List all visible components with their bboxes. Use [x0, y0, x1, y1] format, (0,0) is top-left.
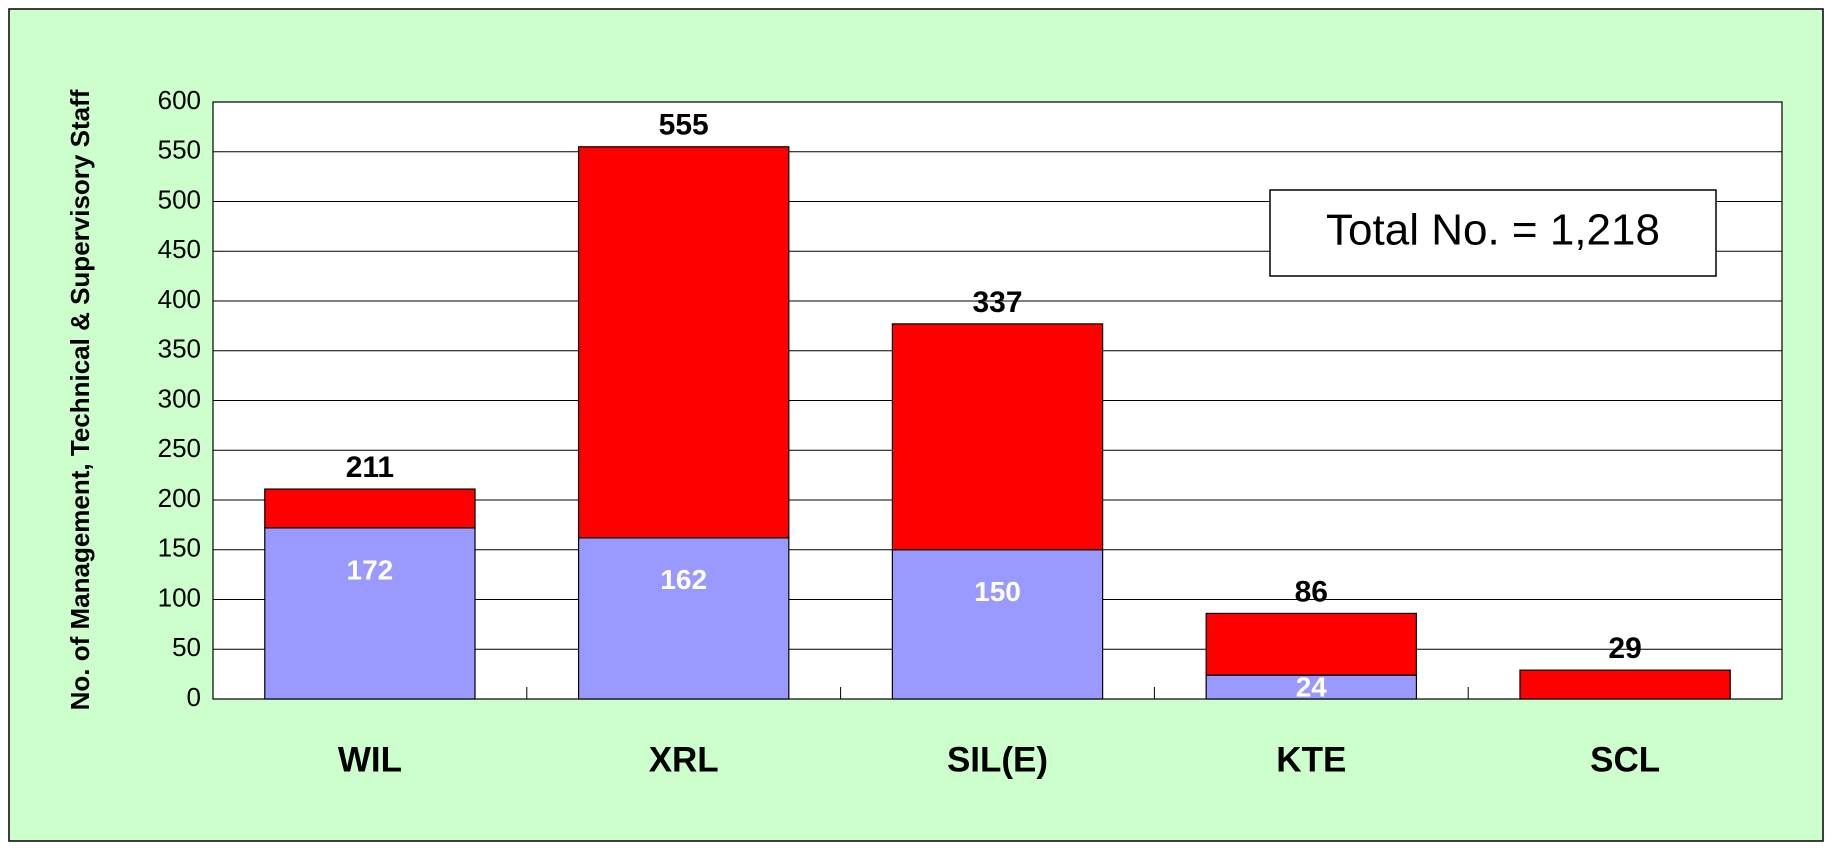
y-tick-label: 200 [158, 483, 201, 513]
segment-label: 172 [347, 554, 394, 585]
total-label: 211 [346, 451, 394, 484]
bar-segment [577, 146, 790, 539]
x-tick-label: KTE [1276, 740, 1346, 779]
y-tick-label: 150 [158, 533, 201, 563]
y-tick-label: 450 [158, 234, 201, 264]
y-tick-label: 300 [158, 383, 201, 413]
bar-segment [264, 527, 476, 700]
y-tick-label: 100 [158, 582, 201, 612]
total-label: 86 [1295, 575, 1328, 608]
annotation: Total No. = 1,218 [1326, 206, 1660, 255]
x-tick-label: WIL [338, 740, 402, 779]
annotation-box [1269, 189, 1717, 277]
bar-segment [264, 488, 476, 529]
y-tick-label: 400 [158, 284, 201, 314]
y-tick-label: 350 [158, 334, 201, 364]
y-tick-label: 250 [158, 433, 201, 463]
y-tick-label: 50 [172, 632, 201, 662]
segment-label: 162 [660, 564, 707, 595]
bar-segment [577, 537, 790, 700]
total-label: 337 [972, 286, 1022, 319]
bar-segment [1205, 612, 1418, 676]
total-label: 555 [659, 109, 709, 142]
y-axis-label: No. of Management, Technical & Superviso… [65, 89, 95, 710]
y-tick-label: 0 [187, 682, 201, 712]
y-tick-label: 600 [158, 85, 201, 115]
segment-label: 24 [1296, 671, 1328, 702]
bar-segment [891, 323, 1104, 551]
total-label: 29 [1608, 632, 1641, 665]
x-tick-label: SCL [1590, 740, 1660, 779]
y-tick-label: 500 [158, 184, 201, 214]
segment-label: 150 [974, 576, 1021, 607]
y-tick-label: 550 [158, 135, 201, 165]
x-tick-label: SIL(E) [947, 740, 1048, 779]
bar-segment [891, 549, 1104, 700]
x-tick-label: XRL [649, 740, 719, 779]
bar-segment [1519, 669, 1731, 700]
